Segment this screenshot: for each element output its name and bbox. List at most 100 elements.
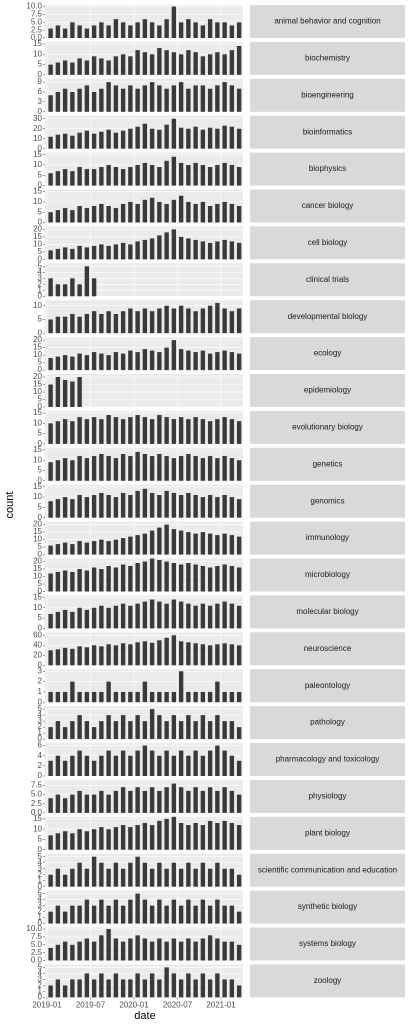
bar <box>99 203 104 223</box>
y-tick-label: 2 <box>38 722 43 731</box>
bar <box>48 874 53 887</box>
bar <box>113 827 119 850</box>
bar <box>149 691 155 703</box>
bar <box>113 862 119 887</box>
bar <box>84 85 90 112</box>
bar <box>84 169 90 186</box>
bar <box>236 567 242 592</box>
bar <box>135 311 140 334</box>
bar <box>91 905 97 924</box>
bar <box>229 535 235 555</box>
bar <box>135 88 140 112</box>
bar <box>91 56 97 75</box>
strip-label: physiology <box>309 792 347 801</box>
bar <box>149 54 155 75</box>
bar <box>215 241 220 260</box>
bar <box>77 569 82 592</box>
y-tick-label: 5 <box>38 247 43 256</box>
bar <box>84 266 90 297</box>
bar <box>113 899 119 924</box>
bar <box>84 542 90 555</box>
panel-background <box>45 374 243 407</box>
bar <box>193 203 198 223</box>
bar <box>77 646 82 666</box>
y-tick-label: 0 <box>38 993 43 1002</box>
bar <box>229 241 235 260</box>
bar <box>113 19 119 38</box>
y-tick-label: 3 <box>38 901 43 910</box>
bar <box>193 721 198 740</box>
bar <box>164 124 169 149</box>
bar <box>222 350 227 371</box>
bar <box>178 905 184 924</box>
bar <box>55 284 61 297</box>
bar <box>193 52 198 75</box>
bar <box>120 169 126 186</box>
bar <box>157 527 162 555</box>
bar <box>55 572 61 592</box>
bar <box>77 456 82 481</box>
y-tick-label: 15 <box>33 482 42 491</box>
bar <box>62 911 68 924</box>
bar <box>193 691 198 703</box>
bar <box>157 790 162 813</box>
y-tick-label: 0 <box>38 550 43 559</box>
bar <box>62 609 68 629</box>
bar <box>128 25 133 38</box>
panel-background <box>45 263 243 297</box>
bar <box>200 419 206 444</box>
bar <box>178 162 184 186</box>
x-tick-label: 2019-01 <box>32 1001 62 1010</box>
bar <box>70 611 75 629</box>
bar <box>48 760 53 776</box>
bar <box>193 868 198 887</box>
y-tick-label: 0 <box>38 181 43 190</box>
bar <box>149 973 155 998</box>
bar <box>55 316 61 334</box>
bar <box>77 417 82 444</box>
bar <box>99 539 104 555</box>
y-tick-label: 2 <box>38 761 43 770</box>
y-tick-label: 15 <box>33 150 42 159</box>
bar <box>142 488 148 518</box>
bar <box>157 820 162 850</box>
bar <box>149 164 155 186</box>
bar <box>91 92 97 112</box>
bar <box>48 319 53 334</box>
bar <box>207 206 213 223</box>
bar <box>62 28 68 38</box>
bar <box>186 862 191 887</box>
bar <box>62 419 68 444</box>
bar <box>186 790 191 813</box>
bar <box>99 935 104 961</box>
bar <box>171 599 177 629</box>
bar <box>149 642 155 666</box>
y-tick-label: 0 <box>38 144 43 153</box>
bar <box>48 650 53 666</box>
y-tick-label: 5 <box>38 579 43 588</box>
bar <box>91 352 97 371</box>
bar <box>171 308 177 334</box>
bar <box>70 62 75 75</box>
bar <box>106 311 111 334</box>
bar <box>222 820 227 850</box>
bar <box>229 25 235 38</box>
bar <box>55 210 61 223</box>
bar <box>48 423 53 444</box>
y-tick-label: 5 <box>38 835 43 844</box>
bar <box>77 829 82 850</box>
y-tick-label: 10 <box>33 301 42 310</box>
bar <box>135 691 140 703</box>
bar <box>55 979 61 998</box>
bar <box>99 899 104 924</box>
bar <box>236 499 242 518</box>
bar <box>128 244 133 260</box>
bar <box>164 691 169 703</box>
bar <box>113 244 119 260</box>
bar <box>149 197 155 223</box>
bar <box>229 419 235 444</box>
y-tick-label: 15 <box>33 593 42 602</box>
bar <box>157 601 162 629</box>
bar <box>215 164 220 186</box>
